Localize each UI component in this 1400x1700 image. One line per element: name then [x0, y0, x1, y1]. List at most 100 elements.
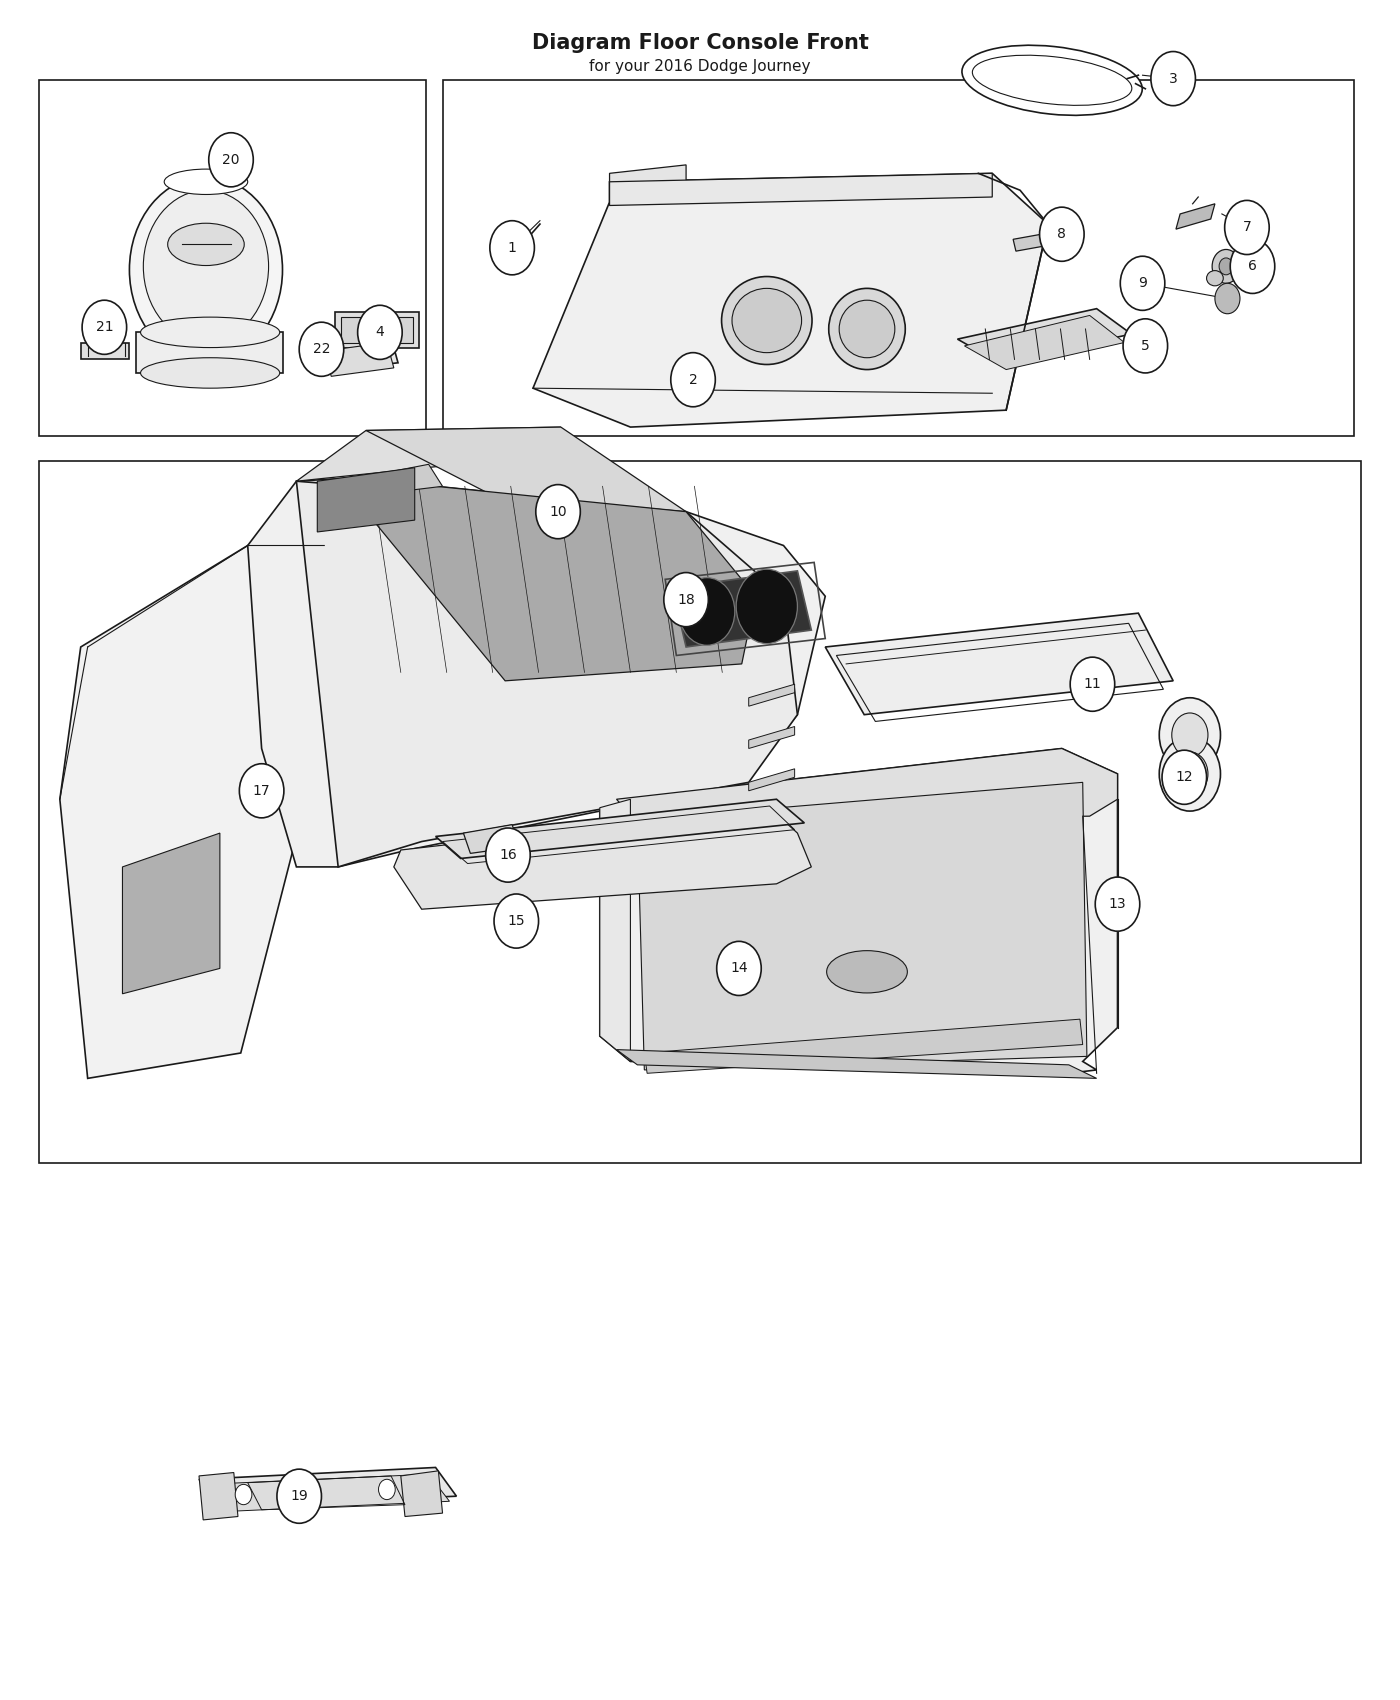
Circle shape: [1212, 250, 1240, 284]
Polygon shape: [599, 748, 1117, 1073]
Polygon shape: [435, 799, 805, 858]
Circle shape: [664, 573, 708, 627]
Polygon shape: [400, 1470, 442, 1516]
Polygon shape: [60, 546, 325, 1078]
Polygon shape: [199, 1467, 456, 1506]
Polygon shape: [616, 1049, 1096, 1078]
Ellipse shape: [140, 318, 280, 347]
Text: 10: 10: [549, 505, 567, 518]
Polygon shape: [1014, 233, 1053, 252]
Circle shape: [1219, 258, 1233, 275]
Text: 19: 19: [290, 1489, 308, 1503]
Ellipse shape: [129, 177, 283, 362]
Circle shape: [494, 894, 539, 949]
Polygon shape: [958, 309, 1131, 362]
Text: 3: 3: [1169, 71, 1177, 85]
Ellipse shape: [721, 277, 812, 364]
Polygon shape: [644, 1020, 1082, 1073]
Circle shape: [1159, 697, 1221, 772]
Polygon shape: [616, 748, 1117, 823]
Text: 2: 2: [689, 372, 697, 386]
Text: 15: 15: [507, 915, 525, 928]
Ellipse shape: [732, 289, 802, 352]
Circle shape: [1047, 226, 1065, 250]
Ellipse shape: [962, 46, 1142, 116]
Circle shape: [536, 484, 581, 539]
Polygon shape: [825, 614, 1173, 714]
Circle shape: [209, 133, 253, 187]
Circle shape: [1095, 877, 1140, 932]
Polygon shape: [609, 173, 993, 206]
Polygon shape: [318, 337, 398, 371]
Ellipse shape: [140, 357, 280, 388]
Circle shape: [1120, 257, 1165, 311]
Text: 18: 18: [678, 593, 694, 607]
Circle shape: [1172, 751, 1208, 796]
Circle shape: [1159, 736, 1221, 811]
Text: 13: 13: [1109, 898, 1127, 911]
Polygon shape: [1176, 204, 1215, 230]
Polygon shape: [672, 571, 812, 648]
Circle shape: [235, 1484, 252, 1504]
Polygon shape: [99, 333, 122, 342]
Text: 14: 14: [731, 962, 748, 976]
Circle shape: [1231, 240, 1275, 294]
Text: 9: 9: [1138, 277, 1147, 291]
Text: 20: 20: [223, 153, 239, 167]
Circle shape: [239, 763, 284, 818]
Polygon shape: [365, 427, 686, 512]
Ellipse shape: [826, 950, 907, 993]
Circle shape: [679, 578, 735, 646]
Polygon shape: [248, 478, 825, 867]
Circle shape: [300, 323, 344, 376]
Circle shape: [357, 306, 402, 359]
Ellipse shape: [1207, 270, 1224, 286]
Text: 21: 21: [95, 320, 113, 335]
Bar: [39, 461, 1361, 1163]
Circle shape: [736, 570, 798, 644]
Text: 17: 17: [253, 784, 270, 797]
Text: 1: 1: [508, 241, 517, 255]
Circle shape: [1151, 51, 1196, 105]
Text: 7: 7: [1243, 221, 1252, 235]
Text: 16: 16: [498, 848, 517, 862]
Text: 8: 8: [1057, 228, 1067, 241]
Circle shape: [1162, 750, 1207, 804]
Polygon shape: [199, 1472, 238, 1520]
Circle shape: [378, 1479, 395, 1499]
Bar: [39, 80, 426, 435]
Polygon shape: [122, 833, 220, 994]
Polygon shape: [358, 464, 442, 495]
Polygon shape: [393, 808, 812, 910]
Ellipse shape: [829, 289, 906, 369]
Circle shape: [1123, 320, 1168, 372]
Polygon shape: [599, 799, 630, 1061]
Circle shape: [490, 221, 535, 275]
Circle shape: [83, 301, 126, 354]
Polygon shape: [463, 824, 519, 853]
Polygon shape: [297, 481, 798, 867]
Circle shape: [486, 828, 531, 882]
Text: for your 2016 Dodge Journey: for your 2016 Dodge Journey: [589, 60, 811, 75]
Polygon shape: [336, 313, 419, 347]
Circle shape: [1172, 712, 1208, 756]
Bar: [442, 80, 1354, 435]
Polygon shape: [965, 316, 1124, 369]
Polygon shape: [609, 165, 686, 202]
Circle shape: [1215, 284, 1240, 314]
Text: 11: 11: [1084, 677, 1102, 692]
Circle shape: [1070, 658, 1114, 711]
Polygon shape: [749, 768, 795, 790]
Polygon shape: [342, 318, 413, 342]
Circle shape: [717, 942, 762, 996]
Text: 12: 12: [1176, 770, 1193, 784]
Ellipse shape: [973, 54, 1131, 105]
Ellipse shape: [839, 301, 895, 357]
Polygon shape: [351, 478, 756, 680]
Circle shape: [277, 1469, 322, 1523]
Polygon shape: [637, 782, 1086, 1069]
Polygon shape: [325, 342, 393, 376]
Polygon shape: [749, 683, 795, 706]
Circle shape: [1225, 201, 1270, 255]
Text: 4: 4: [375, 325, 384, 340]
